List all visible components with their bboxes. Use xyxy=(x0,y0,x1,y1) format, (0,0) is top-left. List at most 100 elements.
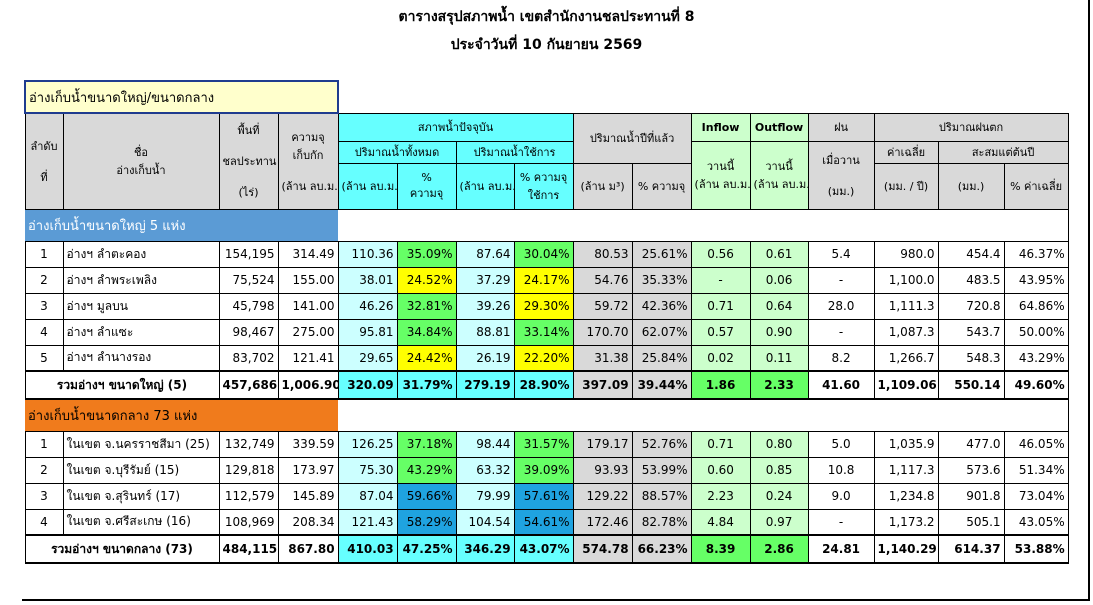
header-outflow: Outflow xyxy=(749,112,809,142)
cell-lastyear-pct: 35.33% xyxy=(631,266,692,294)
cell-lastyear-mcm: 129.22 xyxy=(572,482,633,510)
header-total: ปริมาณน้ำทั้งหมด xyxy=(337,140,457,164)
total-lastyear-mcm: 397.09 xyxy=(572,370,633,400)
cell-name: อ่างฯ ลำพระเพลิง xyxy=(62,266,220,294)
header-usable: ปริมาณน้ำใช้การ xyxy=(455,140,574,164)
cell-name: ในเขต จ.สุรินทร์ (17) xyxy=(62,482,220,510)
cell-inflow: 0.02 xyxy=(690,344,751,372)
cell-capacity: 173.97 xyxy=(277,456,339,484)
header-usable-pct: % ความจุ ใช้การ xyxy=(513,162,574,210)
cell-rain: - xyxy=(807,508,875,536)
cell-rain: 8.2 xyxy=(807,344,875,372)
cell-no: 3 xyxy=(24,482,64,510)
cell-name: อ่างฯ ลำแซะ xyxy=(62,318,220,346)
cell-rain-avg: 980.0 xyxy=(873,240,939,268)
cell-rain-accum: 543.7 xyxy=(937,318,1005,346)
cell-lastyear-mcm: 170.70 xyxy=(572,318,633,346)
table-row: 1 อ่างฯ ลำตะคอง 154,195 314.49 110.36 35.09% 8… xyxy=(24,240,1069,268)
table-row: 2 อ่างฯ ลำพระเพลิง 75,524 155.00 38.01 24.52%… xyxy=(24,266,1069,294)
cell-usable-mcm: 104.54 xyxy=(455,508,515,536)
total-rain: 41.60 xyxy=(807,370,875,400)
cell-rain-accum: 477.0 xyxy=(937,430,1005,458)
header-pct-avg: % ค่าเฉลี่ย xyxy=(1003,162,1069,210)
cell-inflow: 2.23 xyxy=(690,482,751,510)
medium-banner: อ่างเก็บน้ำขนาดกลาง 73 แห่ง xyxy=(25,399,339,431)
cell-rain: 28.0 xyxy=(807,292,875,320)
cell-rain-pct-avg: 50.00% xyxy=(1003,318,1069,346)
cell-rain-avg: 1,100.0 xyxy=(873,266,939,294)
cell-usable-mcm: 26.19 xyxy=(455,344,515,372)
header-outflow-today: วานนี้ (ล้าน ลบ.ม.) xyxy=(749,140,809,210)
cell-capacity: 208.34 xyxy=(277,508,339,536)
cell-area: 98,467 xyxy=(218,318,279,346)
cell-usable-pct: 31.57% xyxy=(513,430,574,458)
total-area: 484,115 xyxy=(218,534,279,564)
cell-lastyear-mcm: 54.76 xyxy=(572,266,633,294)
cell-rain-pct-avg: 46.37% xyxy=(1003,240,1069,268)
cell-rain: - xyxy=(807,318,875,346)
cell-name: อ่างฯ ลำตะคอง xyxy=(62,240,220,268)
cell-total-mcm: 38.01 xyxy=(337,266,398,294)
frame-bottom-border xyxy=(22,599,1090,601)
total-total-mcm: 410.03 xyxy=(337,534,398,564)
table-row: 3 อ่างฯ มูลบน 45,798 141.00 46.26 32.81% 39.26… xyxy=(24,292,1069,320)
cell-usable-mcm: 63.32 xyxy=(455,456,515,484)
table-row: 1 ในเขต จ.นครราชสีมา (25) 132,749 339.59 126… xyxy=(24,430,1069,458)
cell-inflow: 0.57 xyxy=(690,318,751,346)
cell-capacity: 145.89 xyxy=(277,482,339,510)
header-inflow-today: วานนี้ (ล้าน ลบ.ม.) xyxy=(690,140,751,210)
cell-total-mcm: 110.36 xyxy=(337,240,398,268)
cell-inflow: 0.56 xyxy=(690,240,751,268)
cell-total-mcm: 121.43 xyxy=(337,508,398,536)
cell-total-mcm: 46.26 xyxy=(337,292,398,320)
cell-capacity: 141.00 xyxy=(277,292,339,320)
cell-usable-mcm: 39.26 xyxy=(455,292,515,320)
header-accum-unit: (มม.) xyxy=(937,162,1005,210)
cell-lastyear-pct: 53.99% xyxy=(631,456,692,484)
cell-lastyear-mcm: 80.53 xyxy=(572,240,633,268)
cell-rain-accum: 548.3 xyxy=(937,344,1005,372)
total-label: รวมอ่างฯ ขนาดกลาง (73) xyxy=(24,534,220,564)
table-row: 4 ในเขต จ.ศรีสะเกษ (16) 108,969 208.34 121.4… xyxy=(24,508,1069,536)
total-usable-mcm: 279.19 xyxy=(455,370,515,400)
cell-rain-pct-avg: 43.05% xyxy=(1003,508,1069,536)
cell-inflow: 0.71 xyxy=(690,292,751,320)
cell-capacity: 339.59 xyxy=(277,430,339,458)
water-summary-table: อ่างเก็บน้ำขนาดใหญ่/ขนาดกลาง ลำดับ ที่ ชื… xyxy=(23,80,1069,564)
cell-rain-avg: 1,173.2 xyxy=(873,508,939,536)
cell-lastyear-mcm: 172.46 xyxy=(572,508,633,536)
header-total-unit: (ล้าน ลบ.ม.) xyxy=(337,162,398,210)
cell-capacity: 275.00 xyxy=(277,318,339,346)
cell-usable-pct: 22.20% xyxy=(513,344,574,372)
cell-outflow: 0.80 xyxy=(749,430,809,458)
header-rain: ฝน xyxy=(807,112,875,142)
total-row: รวมอ่างฯ ขนาดกลาง (73) 484,115 867.80 410.0… xyxy=(24,534,1069,564)
cell-area: 108,969 xyxy=(218,508,279,536)
header-inflow: Inflow xyxy=(690,112,751,142)
cell-name: ในเขต จ.บุรีรัมย์ (15) xyxy=(62,456,220,484)
cell-rain-avg: 1,117.3 xyxy=(873,456,939,484)
cell-lastyear-pct: 62.07% xyxy=(631,318,692,346)
cell-rain-accum: 573.6 xyxy=(937,456,1005,484)
cell-area: 132,749 xyxy=(218,430,279,458)
cell-usable-mcm: 88.81 xyxy=(455,318,515,346)
cell-capacity: 155.00 xyxy=(277,266,339,294)
cell-lastyear-pct: 25.61% xyxy=(631,240,692,268)
total-inflow: 1.86 xyxy=(690,370,751,400)
cell-no: 1 xyxy=(24,430,64,458)
cell-usable-pct: 24.17% xyxy=(513,266,574,294)
cell-total-pct: 34.84% xyxy=(396,318,457,346)
header-usable-unit: (ล้าน ลบ.ม.) xyxy=(455,162,515,210)
header-accum: สะสมแต่ต้นปี xyxy=(937,140,1069,164)
table-row: 4 อ่างฯ ลำแซะ 98,467 275.00 95.81 34.84% 88.81… xyxy=(24,318,1069,346)
cell-total-pct: 24.42% xyxy=(396,344,457,372)
cell-outflow: 0.06 xyxy=(749,266,809,294)
cell-outflow: 0.24 xyxy=(749,482,809,510)
cell-usable-mcm: 79.99 xyxy=(455,482,515,510)
cell-total-mcm: 126.25 xyxy=(337,430,398,458)
total-total-pct: 47.25% xyxy=(396,534,457,564)
cell-no: 3 xyxy=(24,292,64,320)
table-row: 3 ในเขต จ.สุรินทร์ (17) 112,579 145.89 87.04… xyxy=(24,482,1069,510)
cell-rain-accum: 454.4 xyxy=(937,240,1005,268)
cell-rain-accum: 720.8 xyxy=(937,292,1005,320)
